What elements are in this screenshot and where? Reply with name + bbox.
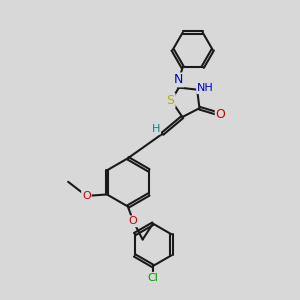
Text: N: N <box>174 74 184 86</box>
Text: Cl: Cl <box>148 273 158 283</box>
Text: O: O <box>128 216 137 226</box>
Text: H: H <box>152 124 160 134</box>
Text: O: O <box>82 191 91 201</box>
Text: S: S <box>167 94 175 107</box>
Text: NH: NH <box>197 83 214 93</box>
Text: O: O <box>216 108 226 121</box>
